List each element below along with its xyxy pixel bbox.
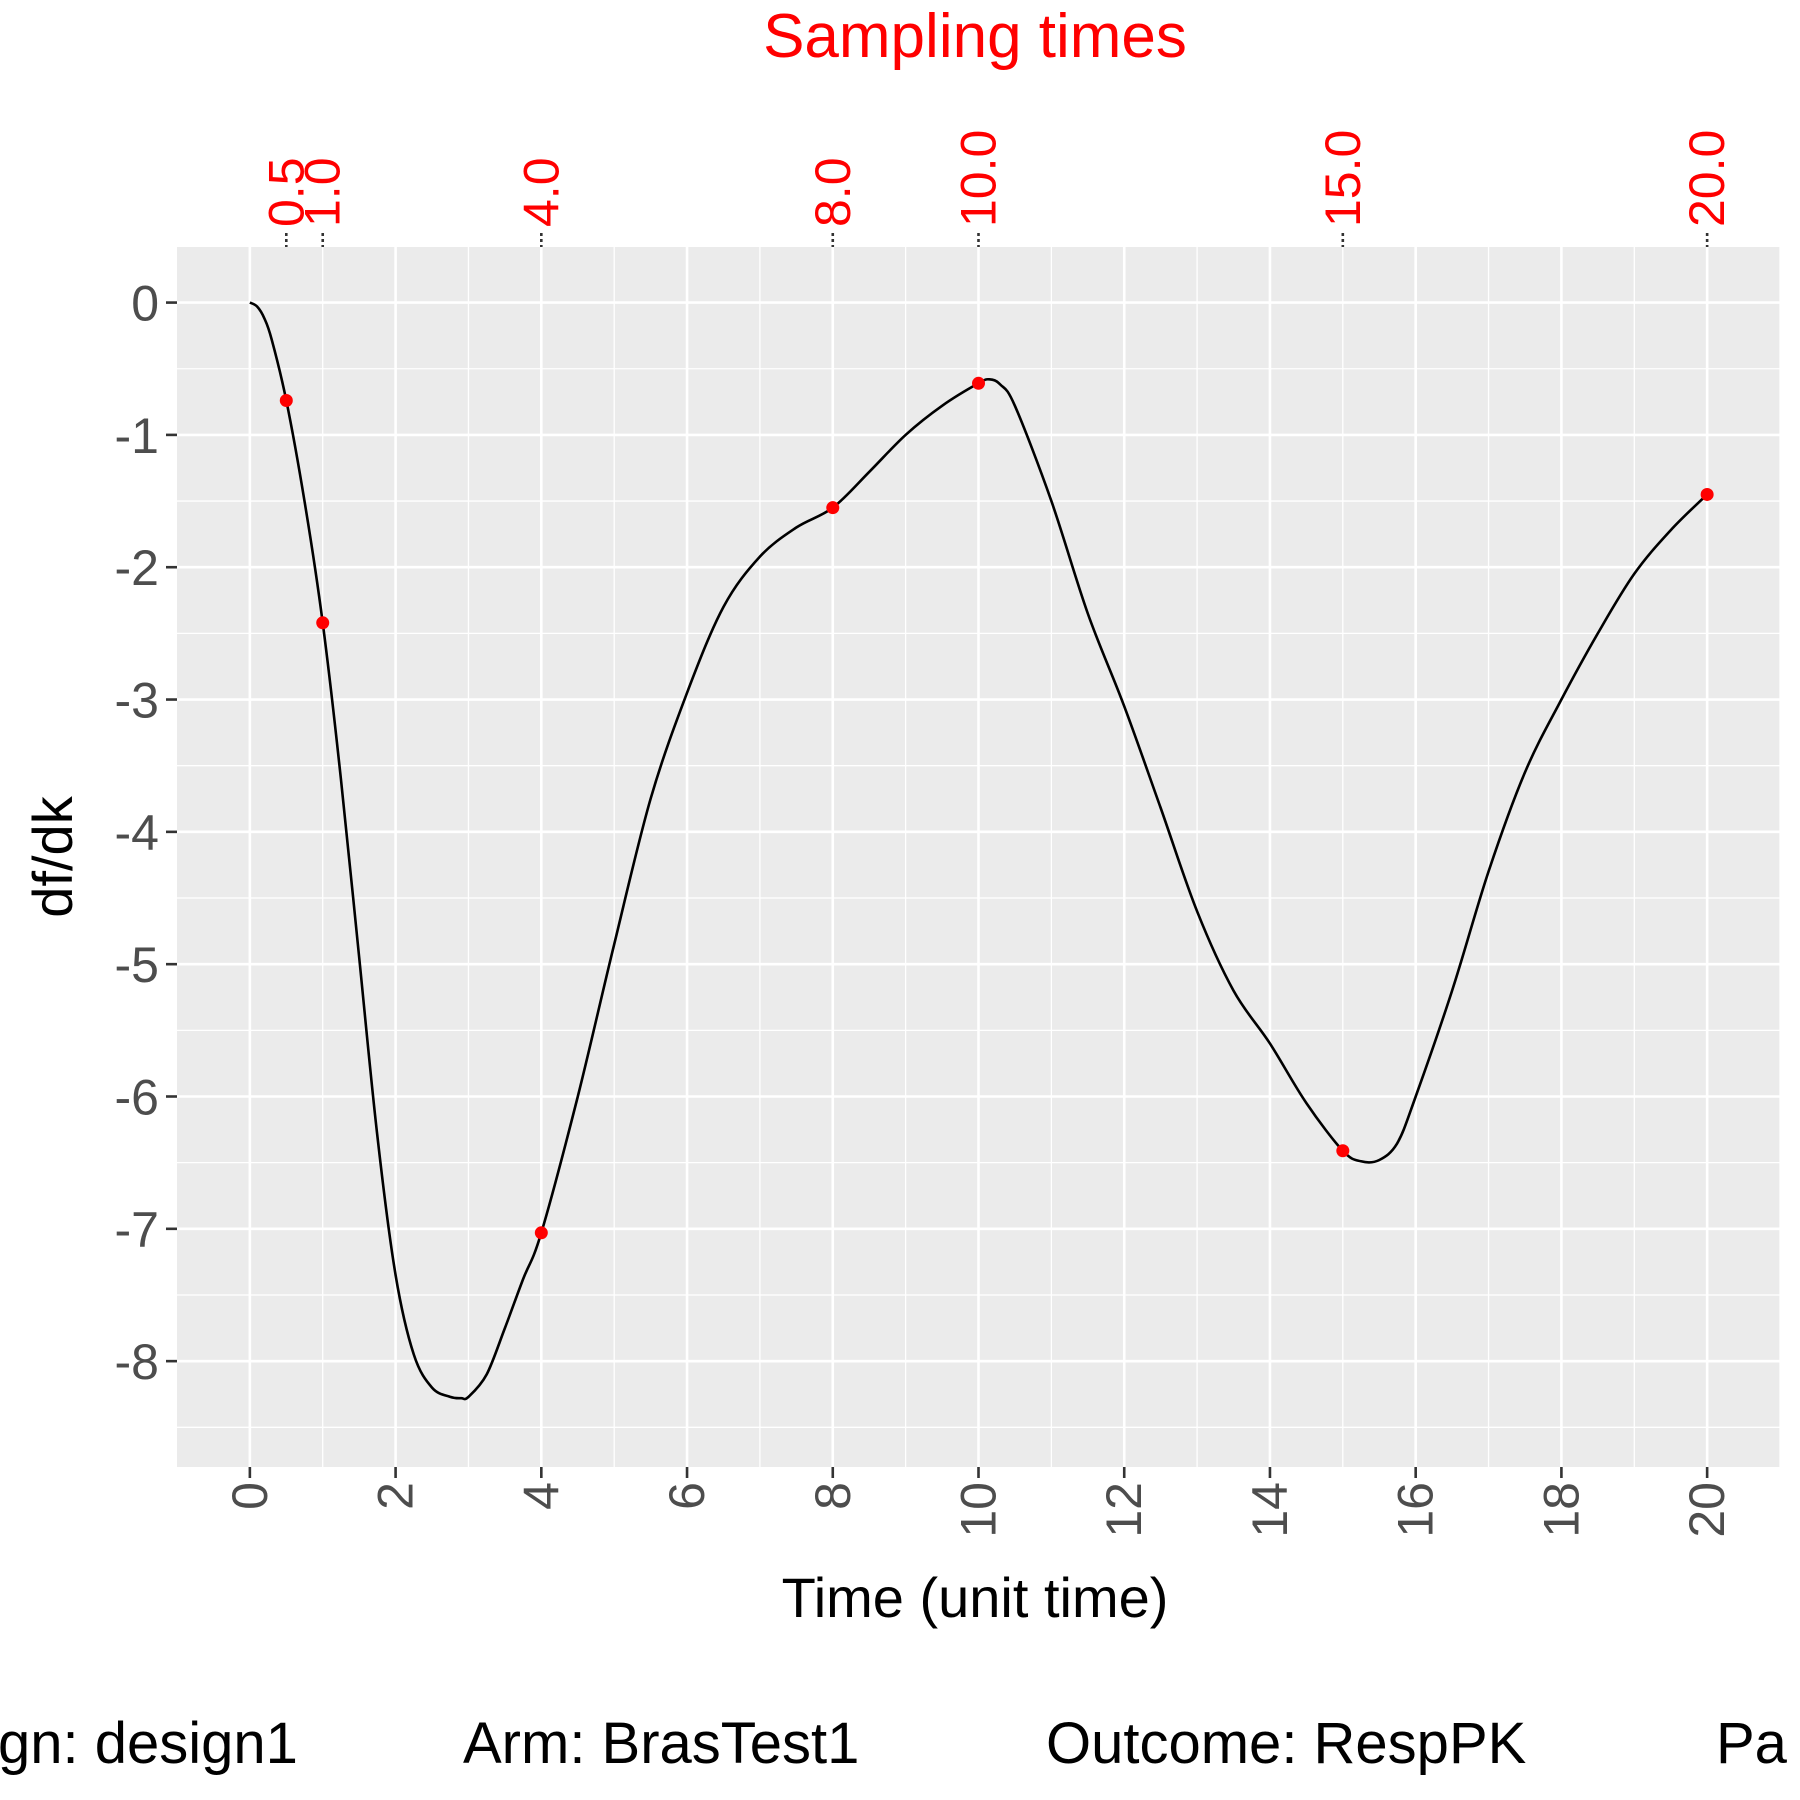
y-tick-labels: 0 -1 -2 -3 -4 -5 -6 -7 -8 xyxy=(115,276,159,1391)
x-tick-label: 0 xyxy=(222,1482,278,1510)
sampling-time-label: 10.0 xyxy=(951,130,1007,227)
x-tick-label: 20 xyxy=(1679,1482,1735,1538)
sampling-time-label: 1.0 xyxy=(295,157,351,227)
caption-parameter: Pa xyxy=(1716,1711,1788,1776)
sampling-time-label: 4.0 xyxy=(513,157,569,227)
x-tick-label: 6 xyxy=(659,1482,715,1510)
sampling-time-label: 15.0 xyxy=(1315,130,1371,227)
sampling-point xyxy=(1700,487,1714,501)
sampling-point xyxy=(534,1226,548,1240)
sampling-time-label: 20.0 xyxy=(1679,130,1735,227)
x-tick-label: 14 xyxy=(1242,1482,1298,1538)
major-gridlines xyxy=(177,247,1780,1467)
x-tick-label: 12 xyxy=(1096,1482,1152,1538)
y-tick-label: -6 xyxy=(115,1070,159,1126)
x-tick-label: 10 xyxy=(951,1482,1007,1538)
sampling-time-labels: 0.51.0 4.0 8.0 10.0 15.0 20.0 xyxy=(258,130,1735,227)
y-tick-label: -7 xyxy=(115,1202,159,1258)
caption-arm: Arm: BrasTest1 xyxy=(463,1711,859,1776)
sampling-point xyxy=(279,393,293,407)
sampling-point xyxy=(316,616,330,630)
y-tick-label: 0 xyxy=(131,276,159,332)
y-tick-label: -3 xyxy=(115,673,159,729)
series xyxy=(249,301,1714,1401)
axis-ticks xyxy=(166,233,1709,1478)
sampling-point xyxy=(1336,1144,1350,1158)
df-dk-curve xyxy=(249,301,1709,1401)
y-tick-label: -5 xyxy=(115,937,159,993)
x-tick-label: 8 xyxy=(805,1482,861,1510)
y-tick-label: -8 xyxy=(115,1334,159,1390)
x-axis-title: Time (unit time) xyxy=(782,1566,1169,1629)
x-tick-label: 4 xyxy=(513,1482,569,1510)
x-tick-labels: 0 2 4 6 8 10 12 14 16 18 20 xyxy=(222,1482,1735,1538)
sampling-time-label: 8.0 xyxy=(805,157,861,227)
sampling-point xyxy=(826,501,840,515)
sampling-point xyxy=(972,376,985,390)
caption-outcome: Outcome: RespPK xyxy=(1046,1711,1527,1776)
top-axis-title: Sampling times xyxy=(763,2,1187,71)
x-tick-label: 2 xyxy=(368,1482,424,1510)
y-axis-title: df/dk xyxy=(21,795,84,917)
y-tick-label: -2 xyxy=(115,540,159,596)
sampling-time-label: 0.5 xyxy=(258,157,314,227)
caption-design: gn: design1 xyxy=(0,1711,298,1776)
x-tick-label: 18 xyxy=(1533,1482,1589,1538)
y-tick-label: -4 xyxy=(115,805,159,861)
y-tick-label: -1 xyxy=(115,408,159,464)
x-tick-label: 16 xyxy=(1388,1482,1444,1538)
